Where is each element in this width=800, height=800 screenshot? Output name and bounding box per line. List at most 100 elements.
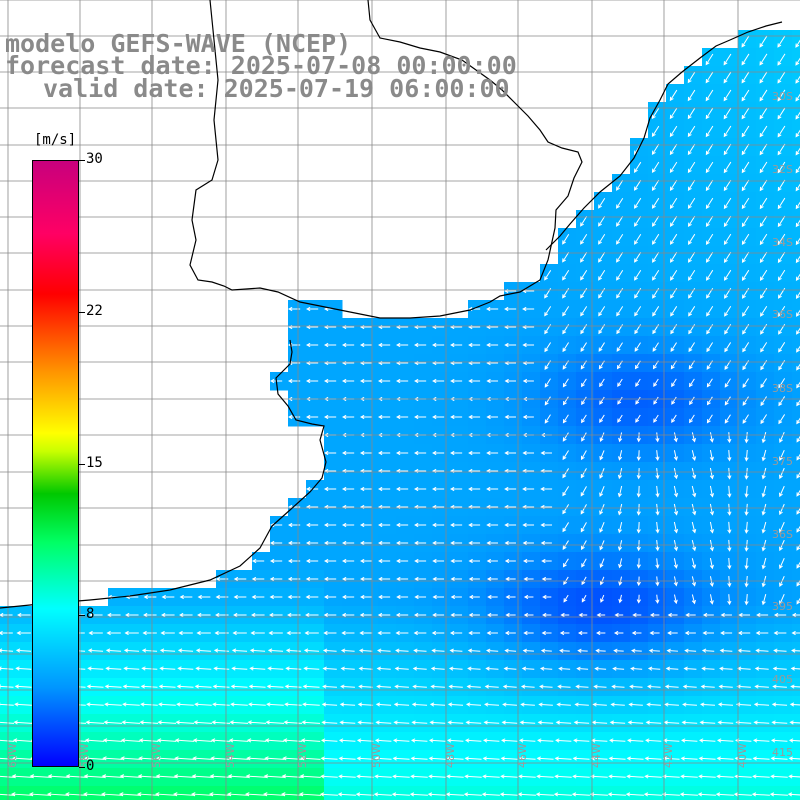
wind-arrow bbox=[770, 738, 788, 743]
wind-cell bbox=[792, 246, 800, 265]
wind-arrow bbox=[632, 612, 642, 618]
wind-arrow bbox=[285, 666, 302, 671]
wind-arrow bbox=[617, 521, 623, 534]
wind-arrow bbox=[431, 630, 445, 636]
wind-arrow bbox=[634, 306, 642, 317]
wind-arrow bbox=[14, 702, 32, 707]
wind-arrow bbox=[306, 306, 319, 312]
wind-arrow bbox=[245, 792, 267, 797]
wind-arrow bbox=[360, 522, 373, 528]
wind-arrow bbox=[396, 450, 409, 456]
wind-arrow bbox=[684, 648, 697, 653]
wind-arrow bbox=[652, 269, 660, 281]
wind-arrow bbox=[778, 342, 786, 353]
wind-arrow bbox=[699, 702, 716, 707]
wind-cell bbox=[792, 84, 800, 103]
wind-arrow bbox=[322, 666, 337, 671]
wind-arrow bbox=[321, 702, 338, 707]
latitude-label: 36S bbox=[772, 528, 793, 541]
wind-cell bbox=[792, 660, 800, 679]
wind-arrow bbox=[599, 558, 605, 569]
wind-arrow bbox=[468, 342, 481, 348]
wind-arrow bbox=[741, 125, 750, 138]
wind-arrow bbox=[788, 774, 800, 779]
wind-arrow bbox=[741, 215, 750, 228]
wind-arrow bbox=[265, 720, 285, 725]
wind-arrow bbox=[267, 648, 284, 653]
wind-arrow bbox=[652, 342, 659, 352]
latitude-label: 34S bbox=[772, 236, 793, 249]
wind-arrow bbox=[616, 179, 624, 191]
wind-arrow bbox=[655, 594, 660, 604]
wind-arrow bbox=[176, 684, 194, 689]
wind-arrow bbox=[233, 594, 247, 600]
wind-arrow bbox=[378, 522, 391, 528]
wind-arrow bbox=[633, 179, 642, 191]
wind-arrow bbox=[625, 792, 644, 797]
wind-arrow bbox=[47, 774, 69, 779]
wind-arrow bbox=[651, 143, 660, 156]
wind-arrow bbox=[788, 756, 800, 761]
wind-arrow bbox=[360, 540, 373, 546]
wind-arrow bbox=[664, 702, 679, 707]
wind-arrow bbox=[709, 503, 715, 516]
wind-arrow bbox=[376, 666, 391, 671]
wind-arrow bbox=[138, 756, 159, 761]
wind-arrow bbox=[648, 648, 660, 653]
wind-arrow bbox=[634, 269, 642, 281]
wind-arrow bbox=[720, 612, 732, 618]
wind-arrow bbox=[778, 414, 786, 425]
wind-arrow bbox=[679, 792, 698, 797]
wind-arrow bbox=[486, 558, 498, 564]
wind-arrow bbox=[598, 215, 606, 227]
latitude-label: 405 bbox=[772, 673, 793, 686]
wind-arrow bbox=[266, 684, 284, 689]
wind-arrow bbox=[682, 684, 697, 689]
wind-arrow bbox=[777, 35, 786, 48]
wind-arrow bbox=[702, 630, 715, 636]
wind-arrow bbox=[709, 558, 714, 570]
wind-arrow bbox=[486, 522, 499, 528]
wind-cell bbox=[144, 786, 163, 800]
wind-arrow bbox=[432, 414, 445, 420]
wind-arrow bbox=[777, 125, 786, 138]
wind-arrow bbox=[673, 467, 679, 480]
wind-arrow bbox=[324, 450, 337, 456]
wind-cell bbox=[468, 786, 487, 800]
wind-arrow bbox=[378, 486, 391, 492]
wind-cell bbox=[270, 786, 289, 800]
wind-arrow bbox=[518, 756, 536, 761]
wind-arrow bbox=[709, 485, 715, 498]
wind-arrow bbox=[140, 684, 158, 689]
wind-arrow bbox=[555, 738, 572, 743]
wind-arrow bbox=[715, 792, 734, 797]
wind-arrow bbox=[727, 432, 732, 444]
wind-arrow bbox=[754, 684, 769, 689]
wind-arrow bbox=[538, 702, 553, 707]
wind-arrow bbox=[158, 702, 176, 707]
wind-arrow bbox=[176, 702, 194, 707]
wind-arrow bbox=[522, 450, 535, 456]
wind-arrow bbox=[377, 612, 391, 618]
wind-cell bbox=[792, 228, 800, 247]
wind-cell bbox=[162, 786, 181, 800]
wind-arrow bbox=[342, 342, 355, 348]
wind-arrow bbox=[613, 630, 624, 636]
wind-arrow bbox=[522, 306, 535, 312]
wind-arrow bbox=[618, 558, 623, 569]
wind-arrow bbox=[575, 684, 589, 689]
wind-arrow bbox=[616, 269, 624, 281]
wind-arrow bbox=[680, 774, 698, 779]
wind-arrow bbox=[358, 684, 373, 689]
wind-arrow bbox=[251, 612, 265, 618]
wind-arrow bbox=[753, 720, 770, 725]
colorbar-tick-label: 22 bbox=[86, 302, 103, 319]
wind-arrow bbox=[706, 342, 714, 353]
wind-arrow bbox=[195, 648, 212, 653]
wind-arrow bbox=[414, 414, 427, 420]
wind-arrow bbox=[246, 756, 267, 761]
wind-arrow bbox=[410, 738, 428, 743]
wind-arrow bbox=[752, 774, 770, 779]
wind-arrow bbox=[414, 486, 427, 492]
wind-arrow bbox=[791, 648, 800, 653]
